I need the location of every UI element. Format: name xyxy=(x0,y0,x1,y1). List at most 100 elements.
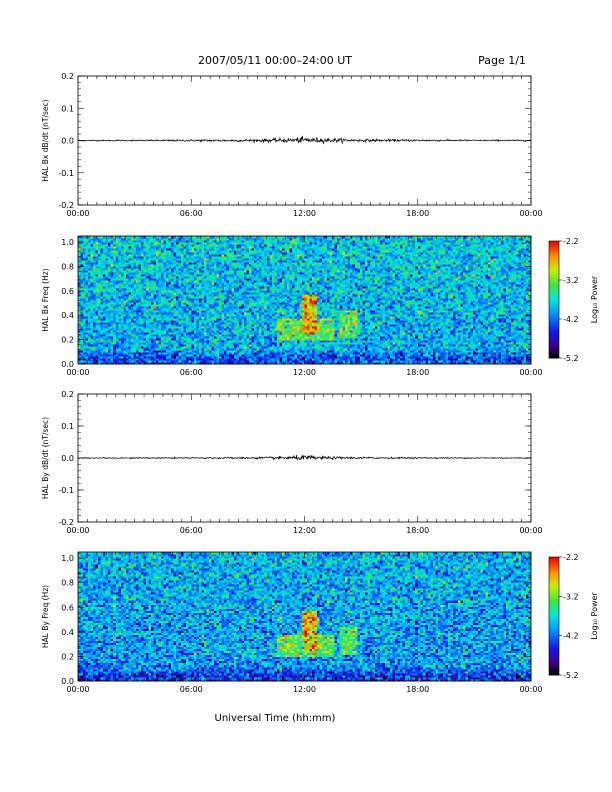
heat-cell xyxy=(334,320,338,323)
heat-cell xyxy=(447,326,451,329)
heat-cell xyxy=(226,314,230,317)
heat-cell xyxy=(110,350,114,353)
heat-cell xyxy=(118,346,122,349)
heat-cell xyxy=(218,320,222,323)
heat-cell xyxy=(337,336,341,339)
heat-cell xyxy=(299,334,303,337)
heat-cell xyxy=(518,362,522,365)
heat-cell xyxy=(332,332,336,335)
heat-cell xyxy=(415,332,419,335)
heat-cell xyxy=(309,358,313,361)
heat-cell xyxy=(473,348,476,351)
heat-cell xyxy=(161,354,164,357)
heat-cell xyxy=(221,358,225,361)
heat-cell xyxy=(145,344,149,347)
heat-cell xyxy=(133,330,137,333)
heat-cell xyxy=(241,330,245,333)
heat-cell xyxy=(505,326,509,329)
heat-cell xyxy=(153,338,157,341)
heat-cell xyxy=(450,340,454,343)
heat-cell xyxy=(80,326,84,329)
heat-cell xyxy=(390,328,393,331)
heat-cell xyxy=(523,312,527,315)
heat-cell xyxy=(500,318,504,321)
heat-cell xyxy=(103,330,107,333)
heat-cell xyxy=(435,342,439,345)
heat-cell xyxy=(196,354,200,357)
heat-cell xyxy=(264,338,268,341)
heat-cell xyxy=(339,332,343,335)
heat-cell xyxy=(357,334,361,337)
heat-cell xyxy=(166,314,169,317)
heat-cell xyxy=(352,342,356,345)
heat-cell xyxy=(515,328,519,331)
heat-cell xyxy=(158,356,162,359)
heat-cell xyxy=(329,340,333,343)
heat-cell xyxy=(352,352,356,355)
heat-cell xyxy=(188,310,192,313)
heat-cell xyxy=(520,342,524,345)
heat-cell xyxy=(299,314,303,317)
heat-cell xyxy=(495,336,499,339)
heat-cell xyxy=(369,318,373,321)
heat-cell xyxy=(523,326,527,329)
heat-cell xyxy=(415,348,419,351)
heat-cell xyxy=(274,316,278,319)
heat-cell xyxy=(498,340,502,343)
heat-cell xyxy=(294,354,298,357)
heat-cell xyxy=(485,344,489,347)
heat-cell xyxy=(427,320,431,323)
heat-cell xyxy=(452,346,456,349)
heat-cell xyxy=(291,360,295,363)
heat-cell xyxy=(266,326,270,329)
heat-cell xyxy=(284,336,288,339)
heat-cell xyxy=(520,356,524,359)
heat-cell xyxy=(113,338,117,341)
heat-cell xyxy=(98,358,101,361)
heat-cell xyxy=(354,326,358,329)
heat-cell xyxy=(385,342,388,345)
heat-cell xyxy=(301,342,305,345)
heat-cell xyxy=(158,322,162,325)
heat-cell xyxy=(505,360,509,363)
heat-cell xyxy=(447,330,451,333)
heat-cell xyxy=(452,348,456,351)
heat-cell xyxy=(397,330,401,333)
heat-cell xyxy=(133,320,137,323)
heat-cell xyxy=(281,354,285,357)
heat-cell xyxy=(130,312,134,315)
heat-cell xyxy=(173,346,177,349)
heat-cell xyxy=(490,330,494,333)
heat-cell xyxy=(166,322,169,325)
heat-cell xyxy=(241,340,245,343)
heat-cell xyxy=(307,316,310,319)
heat-cell xyxy=(153,334,157,337)
heat-cell xyxy=(244,342,247,345)
heat-cell xyxy=(191,322,195,325)
heat-cell xyxy=(332,340,336,343)
heat-cell xyxy=(113,344,117,347)
heat-cell xyxy=(229,356,232,359)
heat-cell xyxy=(475,314,479,317)
heat-cell xyxy=(322,312,325,315)
heat-cell xyxy=(264,328,268,331)
heat-cell xyxy=(150,310,154,313)
heat-cell xyxy=(445,332,449,335)
heat-cell xyxy=(108,352,112,355)
heat-cell xyxy=(279,326,283,329)
heat-cell xyxy=(176,358,180,361)
heat-cell xyxy=(186,312,190,315)
heat-cell xyxy=(458,356,461,359)
heat-cell xyxy=(485,332,489,335)
heat-cell xyxy=(470,352,474,355)
heat-cell xyxy=(291,344,295,347)
heat-cell xyxy=(229,318,232,321)
heat-cell xyxy=(289,346,293,349)
heat-cell xyxy=(470,316,474,319)
heat-cell xyxy=(176,342,180,345)
heat-cell xyxy=(246,320,250,323)
heat-cell xyxy=(148,328,152,331)
heat-cell xyxy=(420,322,424,325)
heat-cell xyxy=(143,318,147,321)
heat-cell xyxy=(166,334,169,337)
